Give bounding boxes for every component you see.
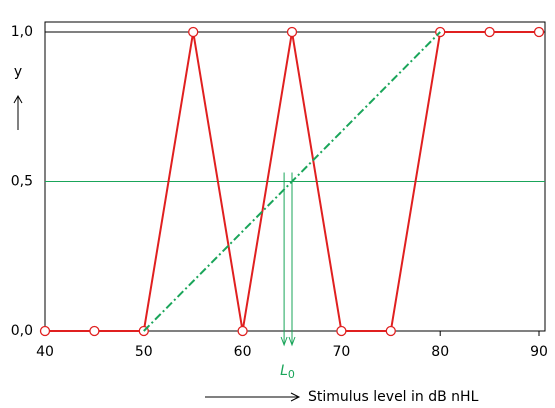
data-point — [39, 325, 51, 337]
data-point — [89, 325, 100, 337]
threshold-label-main: L — [280, 363, 288, 379]
plot-frame — [44, 21, 546, 332]
threshold-arrow-head — [288, 336, 296, 347]
data-point — [336, 325, 347, 337]
x-tick-label: 70 — [332, 344, 350, 360]
data-point — [237, 325, 248, 337]
data-point — [385, 325, 396, 337]
y-axis-label: y — [14, 64, 22, 80]
data-point — [286, 26, 298, 38]
y-arrow-head — [13, 94, 23, 104]
x-tick-label: 60 — [234, 344, 252, 360]
x-axis-label: Stimulus level in dB nHL — [308, 389, 479, 405]
x-tick-label: 80 — [431, 344, 449, 360]
x-arrow-head — [290, 392, 301, 402]
y-tick-label: 0,5 — [11, 174, 33, 190]
data-point — [484, 26, 495, 38]
data-point — [533, 26, 545, 38]
x-tick-label: 50 — [135, 344, 153, 360]
threshold-label-sub: 0 — [288, 368, 295, 381]
y-tick-label: 0,0 — [11, 323, 33, 339]
x-tick-label: 90 — [530, 344, 548, 360]
y-tick-label: 1,0 — [11, 24, 33, 40]
data-point — [188, 26, 199, 38]
series-line — [143, 31, 441, 332]
threshold-label: L0 — [280, 363, 295, 381]
x-tick-label: 40 — [36, 344, 54, 360]
threshold-arrow-head — [280, 336, 288, 347]
